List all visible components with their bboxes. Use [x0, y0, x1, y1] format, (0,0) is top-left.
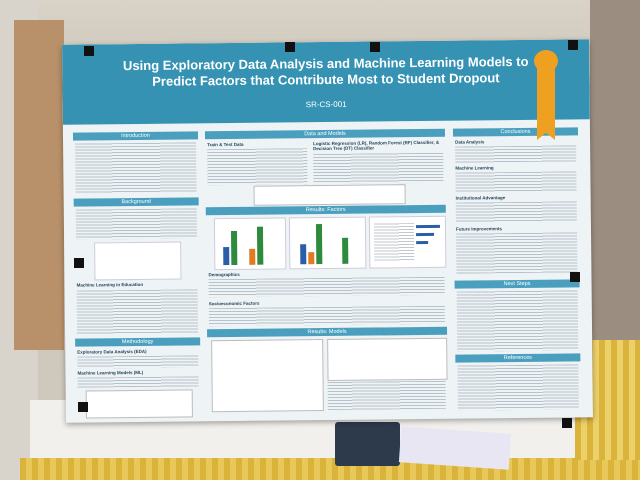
figure-art — [315, 224, 323, 265]
text-block — [208, 276, 445, 298]
text-block — [457, 364, 579, 411]
section-heading: Data and Models — [204, 128, 446, 140]
text-block — [455, 145, 577, 163]
section-heading: Introduction — [72, 131, 199, 141]
subheading: Machine Learning Models (ML) — [77, 369, 144, 376]
figure-art — [256, 226, 264, 265]
subheading: Institutional Advantage — [455, 195, 506, 201]
subheading: Future Improvements — [455, 226, 503, 232]
clipboard — [335, 422, 400, 466]
binder-clip — [78, 402, 88, 412]
figure-art — [223, 247, 230, 266]
text-block — [77, 376, 199, 388]
section-heading: Background — [73, 197, 199, 207]
figure — [213, 217, 287, 271]
section-heading: Results: Factors — [205, 204, 446, 216]
figure-art — [373, 223, 415, 262]
right-wall — [590, 0, 640, 380]
binder-clip — [74, 258, 84, 268]
subheading: Data Analysis — [455, 139, 485, 145]
binder-clip — [84, 46, 94, 56]
paper — [398, 426, 512, 470]
figure — [288, 216, 367, 270]
award-ribbon-tail — [537, 68, 555, 140]
subheading: Machine Learning in Education — [76, 281, 144, 288]
figure-art — [308, 252, 315, 265]
code-figure — [85, 389, 193, 419]
figure-art — [300, 244, 307, 265]
poster: Using Exploratory Data Analysis and Mach… — [62, 39, 593, 423]
binder-clip — [568, 40, 578, 50]
code-figure — [327, 337, 448, 382]
figure-art — [342, 237, 349, 264]
side-panel — [14, 20, 64, 350]
poster-id: SR-CS-001 — [305, 99, 347, 110]
binder-clip — [562, 418, 572, 428]
section-heading: Conclusions — [452, 127, 579, 137]
award-ribbon — [534, 50, 558, 72]
figure — [368, 215, 447, 269]
binder-clip — [370, 42, 380, 52]
subheading: Logistic Regression (LR), Random Forest … — [313, 139, 440, 152]
figure-art — [416, 232, 435, 237]
poster-header: Using Exploratory Data Analysis and Mach… — [62, 39, 590, 125]
binder-clip — [285, 42, 295, 52]
figure-art — [416, 240, 429, 245]
table-skirt — [20, 458, 640, 480]
figure-art — [249, 248, 256, 265]
figure — [94, 241, 182, 281]
text-block — [208, 305, 445, 327]
figure-art — [230, 230, 238, 266]
binder-clip — [570, 272, 580, 282]
text-block — [456, 232, 578, 274]
figure-art — [415, 224, 440, 229]
subheading: Socioeconomic Factors — [208, 300, 260, 307]
text-block — [455, 201, 577, 223]
text-block — [76, 289, 199, 335]
code-figure — [211, 339, 324, 413]
section-heading: Next Steps — [454, 279, 580, 289]
text-block — [77, 355, 199, 369]
text-block — [455, 171, 577, 193]
text-block — [313, 152, 444, 185]
data-table-figure — [253, 184, 406, 206]
text-block — [75, 208, 198, 240]
subheading: Demographics — [208, 271, 240, 278]
subheading: Train & Test Data — [207, 141, 244, 148]
text-block — [207, 148, 308, 186]
text-block — [75, 142, 197, 194]
text-block — [327, 380, 446, 411]
subheading: Machine Learning — [455, 165, 494, 171]
subheading: Exploratory Data Analysis (EDA) — [77, 348, 147, 355]
text-block — [456, 290, 579, 352]
poster-title: Using Exploratory Data Analysis and Mach… — [122, 53, 529, 89]
section-heading: Results: Models — [207, 326, 448, 338]
section-heading: Methodology — [75, 337, 201, 347]
section-heading: References — [455, 353, 581, 363]
